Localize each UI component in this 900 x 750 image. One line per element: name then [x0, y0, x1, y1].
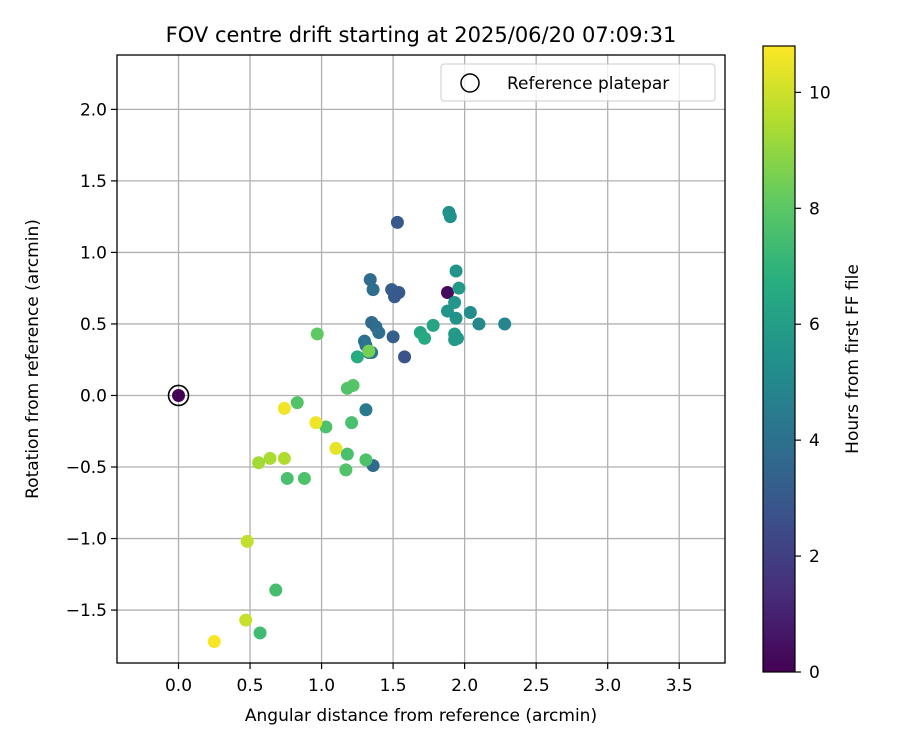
data-point — [440, 304, 454, 318]
y-tick-label: −0.5 — [66, 458, 107, 478]
data-point — [452, 281, 466, 295]
data-point — [498, 317, 512, 331]
x-axis-ticks: 0.0 0.5 1.0 1.5 2.0 2.5 3.0 3.5 — [165, 663, 693, 696]
colorbar-title: Hours from first FF file — [843, 264, 863, 454]
data-point — [418, 331, 432, 345]
colorbar-tick-label: 6 — [809, 315, 820, 335]
x-tick-label: 3.0 — [594, 676, 621, 696]
x-tick-label: 2.0 — [451, 676, 478, 696]
data-point — [472, 317, 486, 331]
data-point — [443, 210, 457, 224]
data-point — [340, 447, 354, 461]
data-point — [290, 396, 304, 410]
data-point — [449, 264, 463, 278]
data-point — [297, 471, 311, 485]
y-tick-label: 1.0 — [80, 243, 107, 263]
legend-box — [440, 63, 716, 102]
colorbar-tick-label: 2 — [809, 547, 820, 567]
data-point — [450, 331, 464, 345]
legend: Reference platepar — [440, 63, 716, 102]
colorbar-tick-label: 8 — [809, 199, 820, 219]
y-tick-label: 0.5 — [80, 315, 107, 335]
x-tick-label: 0.0 — [165, 676, 192, 696]
y-tick-label: 2.0 — [80, 100, 107, 120]
x-tick-label: 3.5 — [666, 676, 693, 696]
data-point — [269, 583, 283, 597]
x-tick-label: 2.5 — [523, 676, 550, 696]
data-point — [329, 441, 343, 455]
data-point — [362, 344, 376, 358]
plot-frame — [116, 54, 726, 664]
colorbar-tick-label: 4 — [809, 431, 820, 451]
data-point — [252, 456, 266, 470]
reference-marker — [167, 384, 190, 407]
data-point — [359, 403, 373, 417]
data-point — [359, 453, 373, 467]
legend-entry-reference-platepar: Reference platepar — [507, 74, 669, 94]
data-point — [172, 388, 186, 402]
data-point — [449, 311, 463, 325]
data-point — [372, 326, 386, 340]
x-tick-label: 1.5 — [380, 676, 407, 696]
data-point — [340, 381, 354, 395]
y-tick-label: 0.0 — [80, 386, 107, 406]
data-point — [277, 401, 291, 415]
data-point — [277, 451, 291, 465]
data-point — [363, 273, 377, 287]
data-point — [426, 318, 440, 332]
y-tick-label: 1.5 — [80, 172, 107, 192]
chart-title: FOV centre drift starting at 2025/06/20 … — [166, 23, 677, 47]
data-point — [463, 306, 477, 320]
reference-platepar-marker — [167, 384, 190, 407]
colorbar-ticks: 0 2 4 6 8 10 — [795, 83, 831, 683]
data-point — [398, 350, 412, 364]
data-point — [239, 613, 253, 627]
legend-marker-circle — [460, 73, 480, 93]
data-point — [350, 350, 364, 364]
x-tick-label: 0.5 — [237, 676, 264, 696]
data-point — [263, 451, 277, 465]
colorbar: 0 2 4 6 8 10 Hours from first FF file — [762, 45, 863, 683]
colorbar-tick-label: 10 — [809, 83, 831, 103]
y-axis-title: Rotation from reference (arcmin) — [23, 219, 43, 499]
x-tick-label: 1.0 — [308, 676, 335, 696]
data-point — [310, 327, 324, 341]
data-point — [386, 330, 400, 344]
scatter-points — [172, 205, 512, 649]
data-point — [392, 285, 406, 299]
x-axis-title: Angular distance from reference (arcmin) — [245, 706, 597, 726]
colorbar-gradient — [762, 45, 796, 673]
y-axis-ticks: −1.5 −1.0 −0.5 0.0 0.5 1.0 1.5 2.0 — [66, 100, 117, 621]
data-point — [345, 416, 359, 430]
data-point — [207, 635, 221, 649]
data-point — [448, 295, 462, 309]
data-point — [240, 534, 254, 548]
data-point — [390, 215, 404, 229]
data-point — [339, 463, 353, 477]
data-point — [309, 416, 323, 430]
data-point — [319, 420, 333, 434]
grid-lines — [117, 55, 725, 663]
y-tick-label: −1.0 — [66, 530, 107, 550]
y-tick-label: −1.5 — [66, 601, 107, 621]
colorbar-tick-label: 0 — [809, 663, 820, 683]
data-point — [366, 283, 380, 297]
data-point — [440, 285, 454, 299]
data-point — [280, 471, 294, 485]
data-point — [253, 626, 267, 640]
